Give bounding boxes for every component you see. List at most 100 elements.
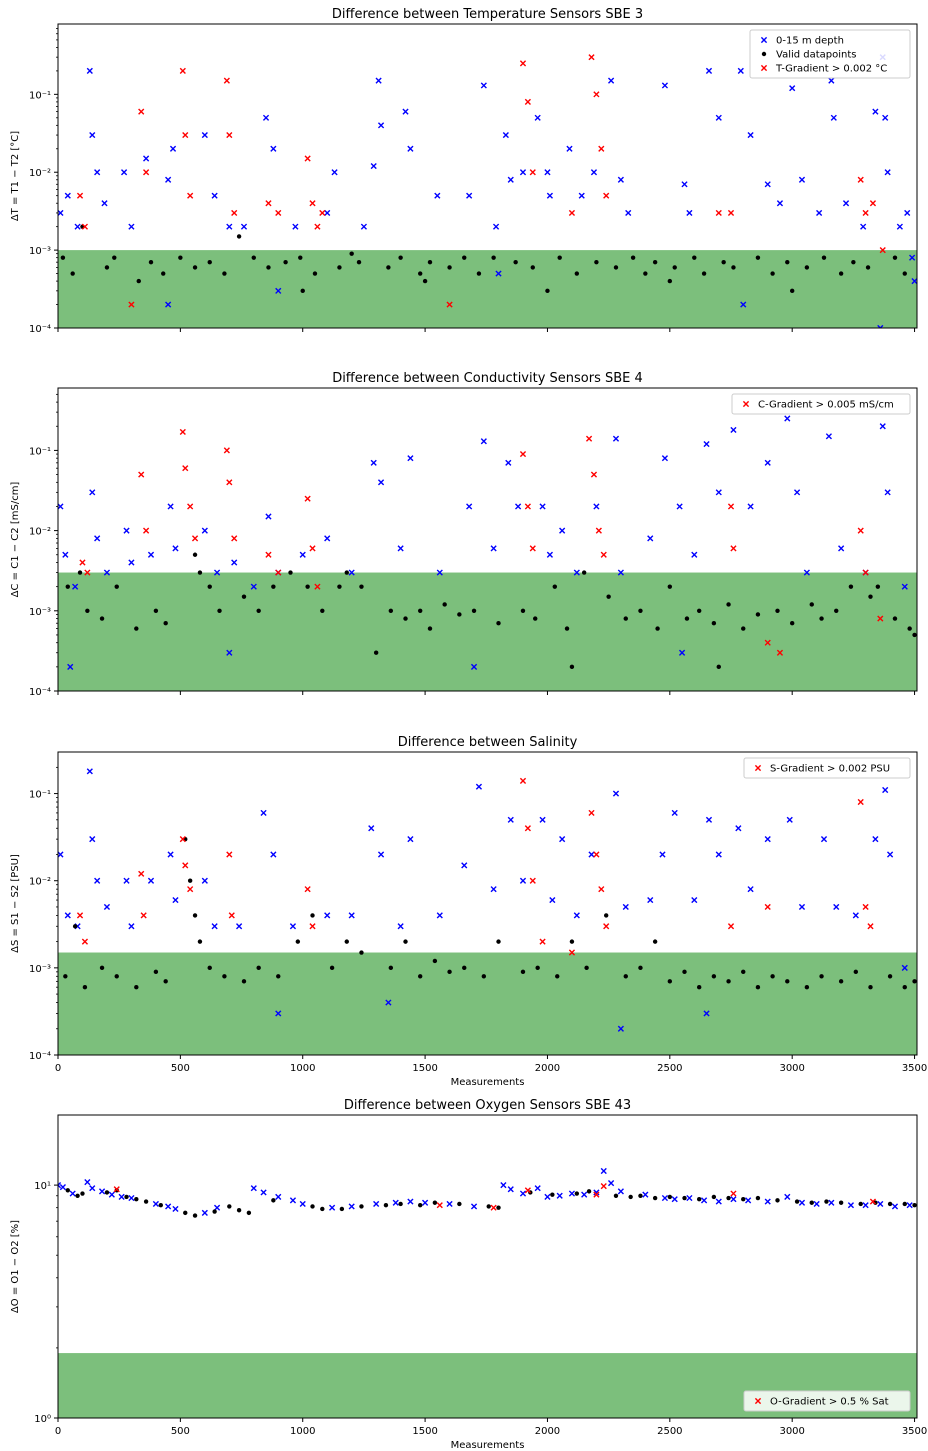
data-point: [896, 223, 903, 230]
data-point: [593, 503, 600, 510]
data-point: [143, 169, 150, 176]
data-point: [349, 251, 354, 256]
data-point: [600, 551, 607, 558]
data-point: [319, 209, 326, 217]
data-point: [262, 114, 270, 121]
data-point: [386, 265, 391, 270]
data-point: [223, 447, 230, 454]
data-point: [534, 114, 541, 121]
data-point: [696, 1196, 702, 1202]
data-point: [628, 1194, 633, 1200]
x-tick-label: 2000: [535, 1426, 560, 1437]
data-point: [701, 271, 707, 276]
data-point: [851, 259, 856, 265]
data-point: [912, 1202, 917, 1208]
data-point: [877, 1200, 884, 1208]
y-tick-label: 10⁻⁴: [29, 687, 51, 698]
data-point: [304, 495, 311, 502]
data-point: [275, 1193, 282, 1200]
data-point: [598, 886, 605, 893]
data-point: [568, 949, 576, 956]
legend: S-Gradient > 0.002 PSU: [743, 757, 911, 779]
data-point: [373, 650, 379, 655]
data-point: [491, 255, 496, 260]
data-point: [309, 545, 316, 552]
data-points: [58, 768, 917, 1032]
series-3: [76, 54, 886, 308]
data-point: [370, 459, 377, 466]
data-point: [505, 459, 512, 466]
data-point: [213, 569, 221, 576]
data-point: [804, 984, 810, 990]
data-point: [573, 912, 580, 919]
data-point: [869, 200, 877, 207]
data-point: [222, 974, 227, 979]
data-point: [65, 584, 70, 589]
data-point: [857, 176, 864, 183]
data-point: [726, 1195, 731, 1201]
legend-label: Valid datapoints: [776, 50, 857, 61]
x-tick-label: 1500: [412, 1426, 437, 1437]
data-point: [368, 825, 375, 832]
data-point: [356, 259, 362, 265]
data-point: [862, 209, 869, 217]
data-point: [172, 896, 179, 904]
data-point: [661, 82, 669, 89]
data-point: [652, 259, 658, 265]
data-point: [606, 594, 611, 599]
data-point: [236, 234, 242, 239]
x-tick-label: 3500: [902, 1063, 927, 1074]
data-point: [879, 247, 886, 254]
data-point: [816, 209, 823, 217]
data-point: [539, 503, 546, 510]
data-point: [868, 984, 873, 990]
data-point: [271, 584, 276, 589]
data-point: [643, 271, 648, 276]
data-point: [502, 131, 509, 139]
data-point: [569, 664, 575, 670]
data-point: [201, 131, 208, 139]
data-point: [310, 913, 315, 918]
x-tick-label: 1000: [290, 1426, 315, 1437]
data-point: [696, 608, 702, 614]
chart-title: Difference between Conductivity Sensors …: [332, 371, 643, 386]
data-point: [329, 965, 335, 971]
data-point: [877, 324, 884, 328]
data-point: [672, 265, 677, 270]
data-point: [775, 608, 780, 614]
data-point: [784, 415, 791, 422]
data-point: [310, 1204, 315, 1209]
data-point: [524, 1187, 531, 1194]
data-point: [462, 255, 467, 260]
data-point: [912, 632, 917, 638]
data-point: [838, 1200, 844, 1205]
data-point: [630, 255, 636, 260]
data-point: [755, 1195, 761, 1201]
chart-panel-2: Difference between Conductivity Sensors …: [10, 371, 918, 698]
data-point: [715, 489, 722, 496]
data-point: [667, 278, 673, 284]
data-points: [58, 1167, 917, 1218]
chart-title: Difference between Oxygen Sensors SBE 43: [344, 1098, 631, 1113]
data-point: [902, 271, 907, 276]
data-point: [403, 939, 408, 944]
data-point: [480, 82, 487, 89]
data-point: [764, 639, 771, 646]
data-point: [275, 287, 282, 294]
x-tick-label: 1000: [290, 1063, 315, 1074]
x-tick-label: 0: [55, 1063, 61, 1074]
data-point: [397, 545, 404, 552]
data-point: [457, 612, 462, 617]
data-point: [270, 851, 277, 858]
data-point: [574, 271, 580, 276]
legend-box: [731, 393, 911, 415]
data-point: [593, 91, 600, 98]
data-point: [595, 527, 602, 534]
y-tick-label: 10¹: [34, 1181, 51, 1192]
data-point: [82, 984, 88, 990]
data-point: [730, 426, 737, 434]
y-tick-label: 10⁻³: [29, 964, 51, 975]
data-point: [716, 664, 721, 670]
data-point: [260, 809, 267, 817]
data-point: [686, 209, 693, 217]
